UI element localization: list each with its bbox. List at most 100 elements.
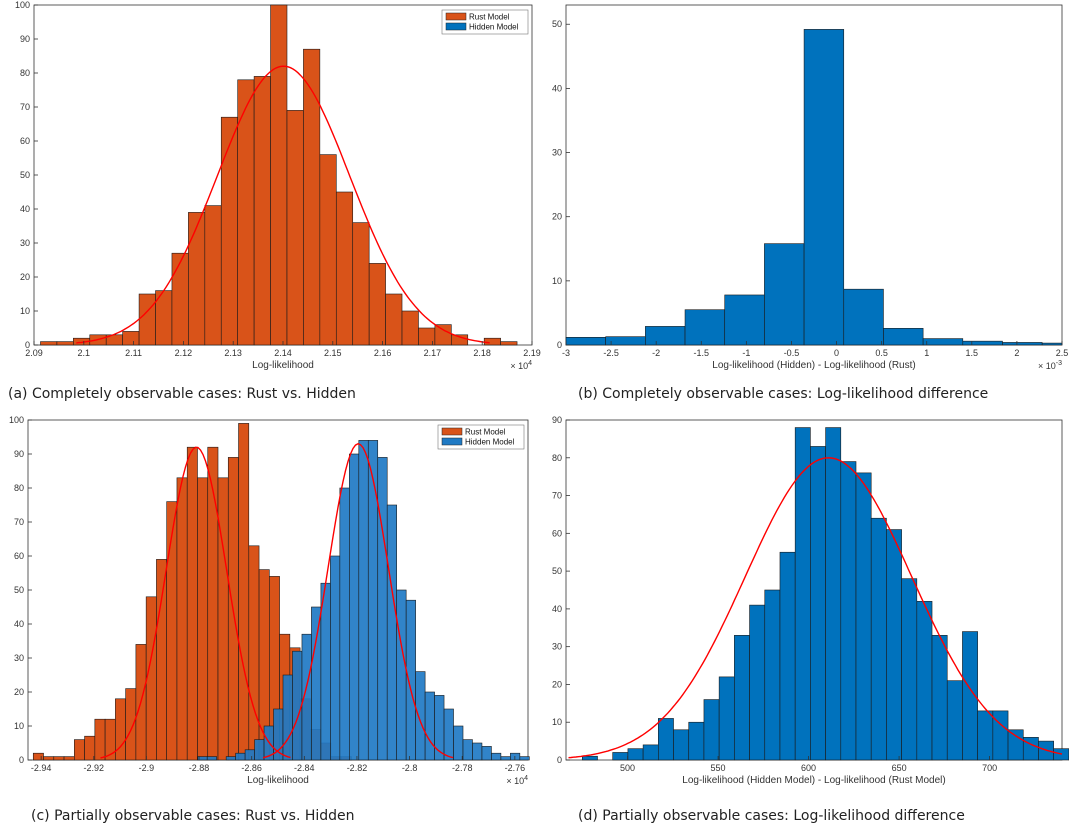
histogram-bar [330, 555, 341, 761]
histogram-bar [286, 110, 304, 346]
x-axis-exponent: × 104 [506, 775, 528, 786]
x-tick-label: -2.76 [505, 763, 526, 773]
x-tick-label: -2.84 [294, 763, 315, 773]
legend-swatch [441, 437, 463, 446]
x-axis-label: Log-likelihood [252, 360, 314, 371]
x-tick-label: -1.5 [694, 348, 710, 358]
x-tick-label: -2.88 [189, 763, 210, 773]
histogram-bar [156, 559, 167, 761]
x-tick-label: -3 [562, 348, 570, 358]
histogram-bar [946, 680, 963, 761]
x-tick-label: 2.17 [424, 348, 442, 358]
histogram-bar [319, 154, 337, 346]
histogram-bar [282, 674, 293, 761]
histogram-bar [825, 427, 842, 761]
histogram-bar [810, 446, 826, 761]
chart-panel-b: -3 -2.5 -2 -1.5 -1 -0.5 0 0.5 1 1.5 2 2.5 0 10 20 30 40 5… [534, 0, 1069, 384]
histogram-bar [386, 504, 397, 761]
y-tick-label: 100 [9, 415, 24, 425]
y-tick-label: 60 [20, 136, 30, 146]
histogram-bar [122, 331, 140, 346]
histogram-bar [434, 324, 452, 346]
chart-svg-c: -2.94 -2.92 -2.9 -2.88 -2.86 -2.84 -2.82 -2.8 -2… [9, 415, 530, 786]
y-tick-label: 50 [14, 585, 24, 595]
legend-entry: Hidden Model [465, 438, 515, 447]
y-tick-label: 100 [15, 0, 30, 10]
histogram-bar [931, 635, 948, 761]
histogram-bar [335, 191, 354, 346]
legend-entry: Hidden Model [469, 23, 519, 32]
legend-swatch [441, 427, 463, 436]
histogram-bar [612, 752, 629, 761]
histogram-bar [303, 48, 321, 346]
x-tick-label: 2.12 [175, 348, 193, 358]
legend-swatch [445, 22, 467, 31]
y-tick-label: 20 [552, 679, 562, 689]
histogram-bar [244, 749, 255, 761]
histogram-bar [367, 440, 379, 761]
x-tick-label: -2.5 [603, 348, 619, 358]
x-tick-label: 2.14 [274, 348, 292, 358]
x-tick-label: 550 [711, 763, 726, 773]
y-tick-label: 60 [552, 528, 562, 538]
histogram-bar [225, 756, 236, 761]
histogram-bar [843, 288, 884, 346]
histogram-bar [311, 606, 322, 761]
x-tick-label: 0.5 [875, 348, 888, 358]
y-tick-label: 50 [20, 170, 30, 180]
y-tick-label: 90 [14, 449, 24, 459]
histogram-bar [962, 631, 978, 761]
histogram-bar [500, 341, 518, 346]
x-tick-label: -2.86 [241, 763, 262, 773]
histogram-bar [349, 453, 360, 761]
y-tick-label: 40 [552, 604, 562, 614]
x-tick-label: 2.15 [324, 348, 342, 358]
y-tick-label: 80 [552, 453, 562, 463]
histogram-bar [125, 688, 137, 761]
x-tick-label: 700 [982, 763, 997, 773]
y-tick-label: 90 [552, 415, 562, 425]
histogram-bar [645, 326, 686, 346]
normal-fit-curve [100, 446, 291, 759]
y-tick-label: 80 [20, 68, 30, 78]
x-tick-label: -1 [742, 348, 750, 358]
x-tick-label: -2.82 [347, 763, 368, 773]
y-tick-label: 70 [20, 102, 30, 112]
y-tick-label: 0 [25, 340, 30, 350]
y-tick-label: 50 [552, 19, 562, 29]
x-tick-label: 500 [620, 763, 635, 773]
histogram-bar [916, 601, 933, 761]
histogram-bar [491, 752, 502, 761]
histogram-bar [703, 699, 720, 761]
histogram-bar [207, 446, 219, 761]
histogram-bar [385, 293, 403, 346]
histogram-bar [63, 756, 75, 761]
y-tick-label: 20 [14, 687, 24, 697]
histogram-bar [977, 710, 994, 761]
histogram-bar [734, 635, 750, 761]
histogram-bar [32, 752, 44, 761]
histogram-bar [405, 599, 416, 761]
chart-panel-d: 500 550 600 650 700 0 10 20 30 40 50 60 70 80 90 Log-li… [534, 410, 1069, 790]
y-tick-label: 0 [557, 755, 562, 765]
histogram-bar [519, 756, 530, 761]
histogram-bar [962, 340, 1003, 346]
histogram-bar [658, 718, 674, 761]
histogram-bar [292, 650, 303, 761]
y-tick-label: 30 [552, 642, 562, 652]
legend-swatch [445, 12, 467, 21]
histogram-bar [749, 604, 766, 761]
histogram-bar [803, 29, 845, 346]
x-tick-label: 2.18 [473, 348, 491, 358]
chart-svg-d: 500 550 600 650 700 0 10 20 30 40 50 60 70 80 90 Log-li… [552, 415, 1069, 786]
histogram-bar [443, 708, 454, 761]
histogram-bar [642, 744, 659, 761]
y-tick-label: 0 [19, 755, 24, 765]
histogram-bar [581, 755, 598, 761]
histogram-bar [855, 472, 872, 761]
histogram-bar [197, 477, 209, 761]
histogram-bar [43, 756, 55, 761]
y-tick-label: 70 [14, 517, 24, 527]
histogram-bar [253, 76, 271, 346]
